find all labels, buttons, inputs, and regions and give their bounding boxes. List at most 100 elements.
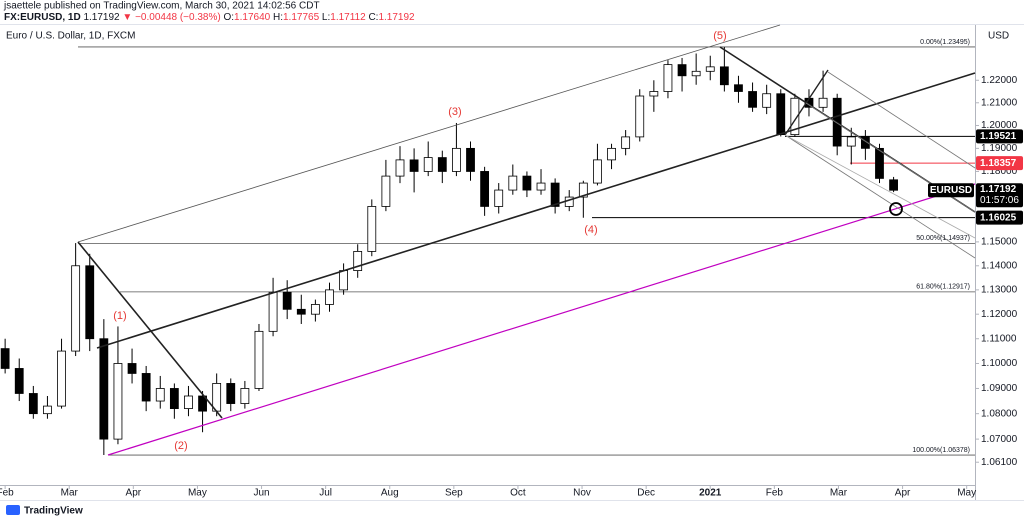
candle-body: [381, 175, 391, 207]
price-tag-label: 1.19521: [980, 131, 1017, 142]
l: 1.17112: [330, 12, 366, 23]
candle-body: [14, 368, 24, 394]
candle-body: [846, 136, 856, 147]
y-tick-label: 1.22000: [981, 75, 1018, 86]
x-tick-label: 2021: [699, 488, 722, 499]
publisher: jsaettele published on TradingView.com, …: [3, 1, 320, 12]
x-tick-label: Jun: [253, 488, 269, 499]
x-tick-label: Apr: [895, 488, 911, 499]
y-tick-label: 1.07000: [981, 434, 1018, 445]
y-tick-label: 1.21000: [981, 97, 1018, 108]
y-tick-label: 1.11000: [981, 333, 1017, 344]
wave-label: (4): [584, 224, 597, 236]
candle-body: [367, 206, 377, 252]
candle-body: [353, 251, 363, 271]
candle-body: [508, 175, 518, 191]
candle-body: [310, 304, 320, 315]
x-tick-label: Apr: [126, 488, 142, 499]
wave-label: (1): [113, 310, 126, 322]
candle-body: [776, 93, 786, 136]
pitchfork-line: [784, 134, 976, 259]
x-tick-label: Nov: [573, 488, 591, 499]
candle-body: [536, 182, 546, 191]
candle-body: [296, 308, 306, 315]
candle-body: [550, 182, 560, 207]
last-price: 1.17192: [980, 184, 1017, 195]
candle-body: [155, 388, 165, 402]
symbol-tag-label: EURUSD: [930, 185, 972, 196]
candle-body: [818, 97, 828, 108]
l-label: L:: [322, 12, 330, 23]
candle-body: [339, 270, 348, 291]
y-tick-label: 1.13000: [981, 285, 1018, 296]
wave-label: (2): [174, 440, 187, 452]
pitchfork-line: [827, 71, 976, 169]
x-tick-label: Oct: [510, 488, 526, 499]
candle-body: [635, 95, 645, 138]
h-label: H:: [273, 12, 283, 23]
candle-body: [578, 182, 588, 198]
candle-body: [860, 136, 870, 149]
x-tick-label: Mar: [61, 488, 79, 499]
countdown: 01:57:06: [980, 195, 1019, 206]
candle-body: [184, 395, 193, 410]
candle-body: [169, 388, 179, 410]
c: 1.17192: [378, 12, 415, 23]
candle-body: [889, 179, 898, 191]
candle-body: [409, 159, 419, 172]
candle-body: [677, 64, 687, 77]
candle-body: [85, 265, 95, 340]
tradingview-logo: TradingView: [6, 505, 83, 517]
candle-body: [99, 338, 109, 440]
fib-label: 50.00%(1.14937): [916, 235, 970, 242]
logo-mark: [6, 505, 20, 515]
y-tick-label: 1.10000: [981, 358, 1018, 369]
currency: USD: [988, 31, 1009, 42]
candle-body: [748, 91, 757, 108]
candle-body: [607, 147, 616, 161]
candle-body: [593, 159, 602, 184]
fib-label: 61.80%(1.12917): [916, 284, 970, 291]
candle-body: [240, 388, 250, 404]
candle-body: [719, 66, 729, 86]
candle-body: [437, 157, 447, 172]
c-label: C:: [368, 12, 378, 23]
pitchfork-handle: [784, 69, 829, 136]
support-line: [107, 183, 976, 456]
x-tick-label: May: [188, 488, 207, 499]
chart-title: Euro / U.S. Dollar, 1D, FXCM: [6, 31, 135, 42]
x-tick-label: Mar: [830, 488, 848, 499]
candle-body: [57, 350, 66, 407]
y-tick-label: 1.14000: [981, 260, 1018, 271]
y-tick-label: 1.15000: [981, 237, 1018, 248]
candle-body: [691, 70, 701, 77]
candle-body: [649, 91, 659, 97]
trend-line: [96, 72, 976, 349]
y-tick-label: 1.20000: [981, 120, 1018, 131]
o: 1.17640: [234, 12, 271, 23]
candle-body: [141, 373, 151, 402]
y-tick-label: 1.19000: [981, 143, 1018, 154]
wave-label: (3): [448, 106, 461, 118]
x-tick-label: Sep: [445, 488, 463, 499]
x-tick-label: Feb: [766, 488, 784, 499]
candle-body: [282, 291, 292, 310]
candle-body: [127, 363, 137, 374]
candle-body: [734, 84, 743, 92]
x-tick-label: Aug: [381, 488, 399, 499]
last-price-tag: [976, 183, 1023, 208]
candle-body: [325, 289, 334, 305]
candle-body: [663, 64, 673, 92]
candle-body: [423, 157, 433, 172]
h: 1.17765: [283, 12, 320, 23]
candle-body: [790, 97, 800, 136]
price-tag: [976, 156, 1023, 171]
layer: [0, 46, 975, 456]
y-tick-label: 1.09000: [981, 383, 1018, 394]
candle-body: [254, 330, 264, 389]
y-tick-label: 1.18000: [981, 166, 1018, 177]
pitchfork-line: [784, 134, 976, 239]
y-tick-label: 1.12000: [981, 309, 1018, 320]
